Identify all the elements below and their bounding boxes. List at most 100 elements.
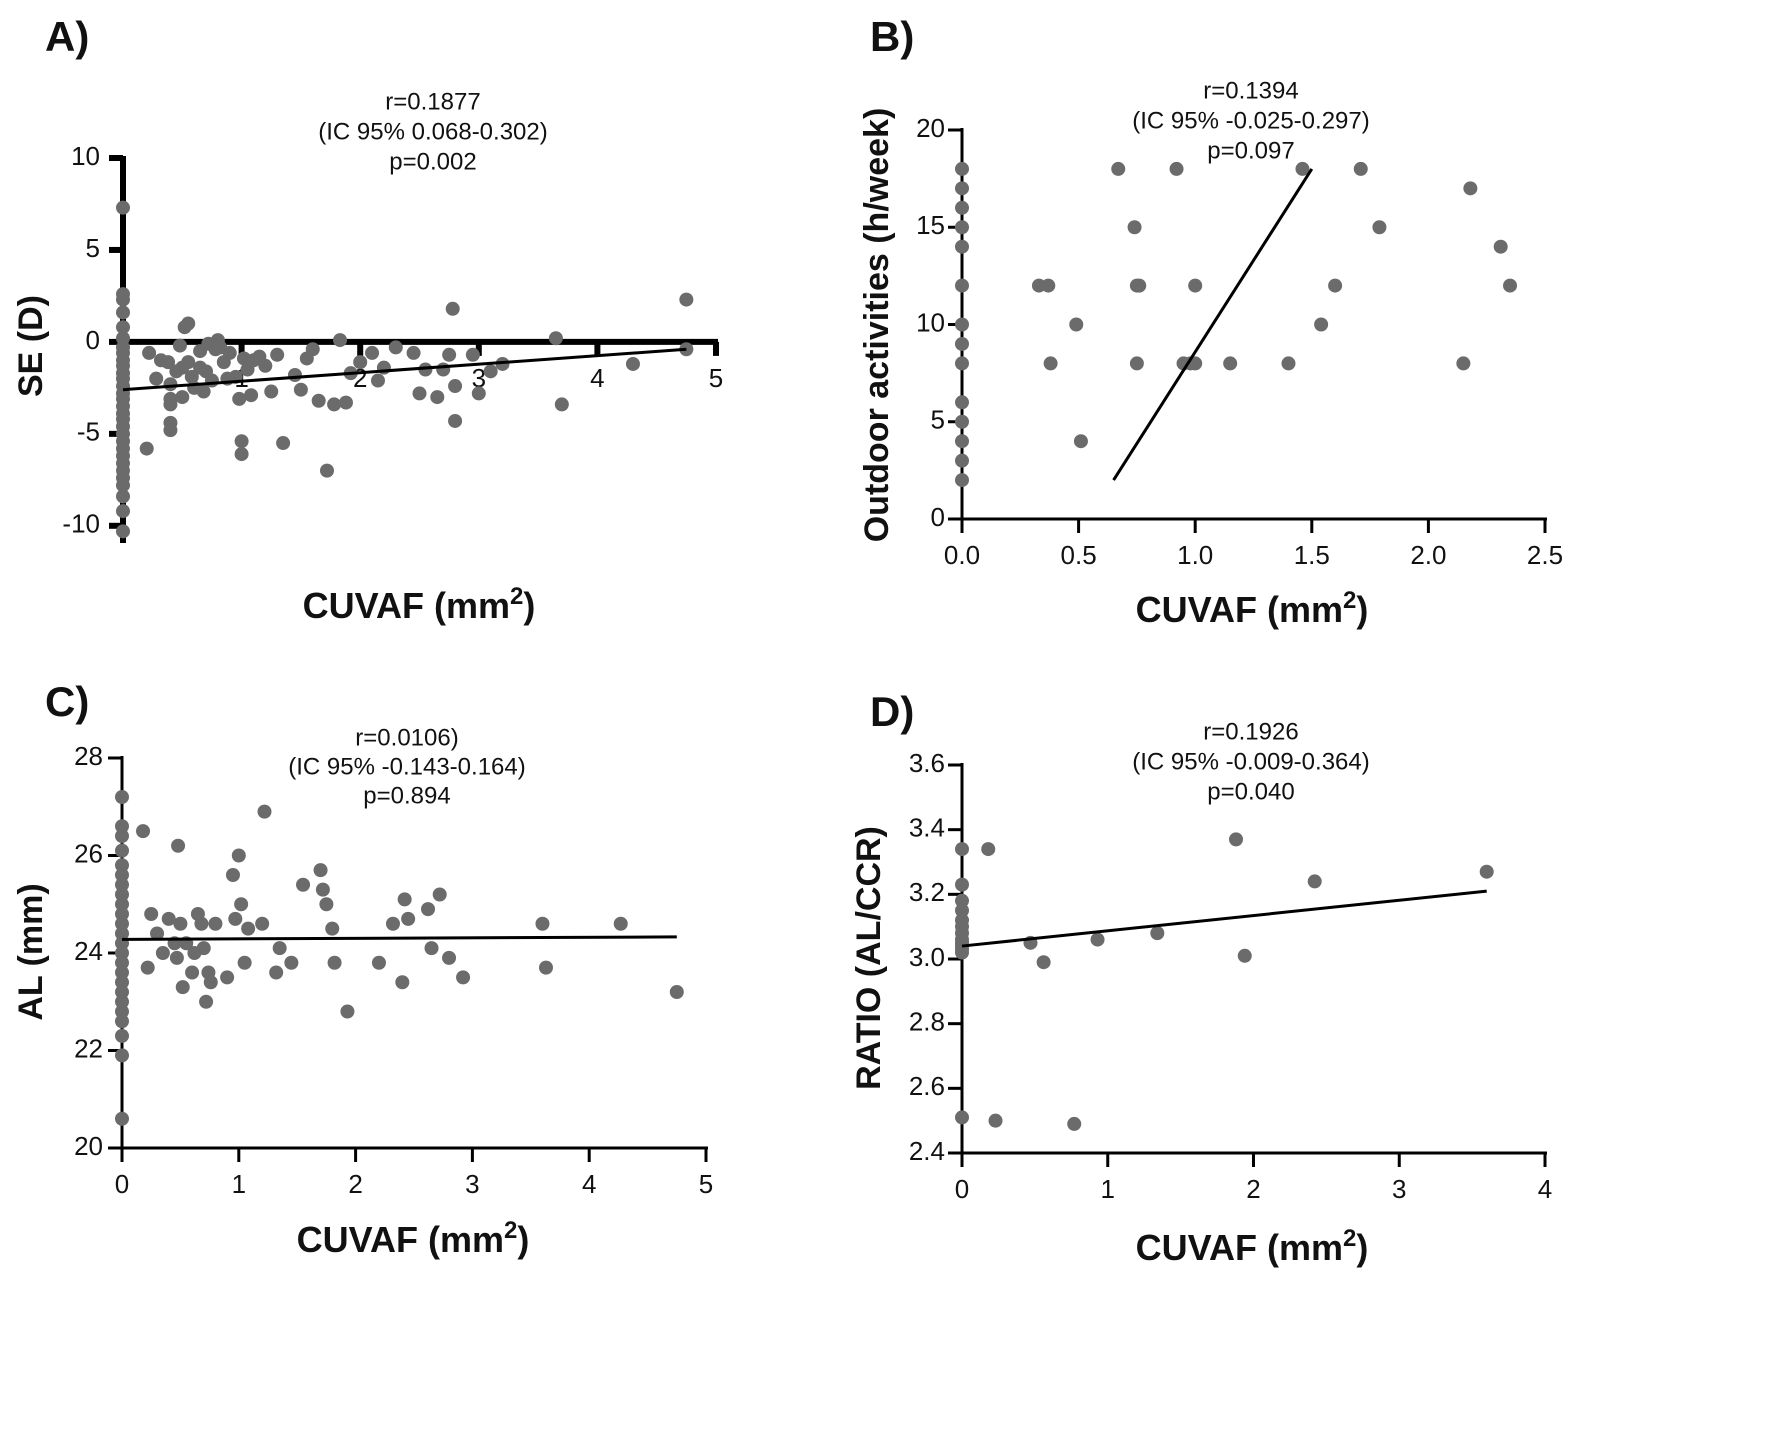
data-point: [327, 397, 342, 412]
data-point: [115, 1014, 129, 1029]
y-tick-label: 3.0: [909, 942, 945, 972]
data-point: [311, 393, 326, 408]
data-point: [284, 955, 299, 970]
data-point: [115, 907, 129, 921]
data-point: [196, 384, 211, 399]
data-point: [115, 985, 129, 999]
panel-b: B) r=0.1394 (IC 95% -0.025-0.297) p=0.097 0 5…: [858, 13, 1563, 630]
data-point: [442, 347, 457, 362]
data-point: [136, 824, 151, 839]
data-point: [115, 994, 129, 1009]
data-point: [421, 902, 436, 917]
data-point: [327, 955, 342, 970]
data-point: [315, 882, 330, 897]
data-point: [115, 965, 129, 980]
data-point: [1229, 832, 1244, 847]
data-point: [1111, 161, 1126, 176]
data-point: [115, 1111, 129, 1126]
y-tick-label: 24: [74, 936, 103, 966]
data-point: [955, 395, 969, 410]
data-point: [208, 916, 223, 931]
data-point: [115, 819, 129, 834]
data-point: [181, 316, 196, 331]
data-point: [1328, 278, 1343, 293]
stat-annotation-line: p=0.040: [1207, 778, 1294, 805]
data-point: [955, 161, 969, 176]
data-point: [370, 373, 385, 388]
y-tick-label: 0: [931, 502, 945, 532]
y-axis-label: SE (D): [12, 295, 50, 397]
data-point: [397, 892, 412, 907]
data-point: [669, 985, 684, 999]
data-point: [163, 377, 178, 392]
data-point: [173, 916, 188, 931]
data-point: [1041, 278, 1056, 293]
data-point: [116, 320, 130, 335]
data-point: [955, 414, 969, 429]
data-point: [548, 331, 563, 346]
data-point: [204, 373, 219, 388]
x-tick-label: 1.0: [1177, 540, 1213, 570]
x-axis-label-superscript: 2: [510, 583, 523, 610]
data-point: [115, 897, 129, 912]
data-point: [1129, 356, 1144, 371]
data-point: [115, 843, 129, 858]
data-point: [116, 489, 130, 504]
panel-label: C): [45, 678, 89, 725]
data-point: [257, 804, 272, 819]
panel-label: A): [45, 13, 89, 60]
data-point: [406, 345, 421, 360]
data-point: [319, 897, 334, 912]
x-tick-label: 0: [115, 1169, 129, 1199]
stat-annotation-line: (IC 95% 0.068-0.302): [318, 118, 547, 145]
data-point: [305, 342, 320, 357]
data-point: [196, 941, 211, 956]
x-tick-label: 0.0: [944, 540, 980, 570]
data-point: [1069, 317, 1084, 332]
data-point: [140, 960, 155, 975]
data-point: [955, 1110, 969, 1125]
stat-annotation-line: (IC 95% -0.143-0.164): [288, 753, 525, 780]
data-point: [1503, 278, 1518, 293]
data-point: [1223, 356, 1238, 371]
data-point: [234, 897, 249, 912]
data-point: [116, 478, 130, 493]
data-point: [115, 868, 129, 882]
y-tick-label: 20: [74, 1131, 103, 1161]
data-point: [955, 893, 969, 908]
x-tick-label: 5: [709, 363, 723, 393]
x-axis-label-superscript: 2: [1343, 587, 1356, 614]
data-point: [115, 1004, 129, 1019]
data-point: [115, 877, 129, 892]
data-point: [955, 239, 969, 254]
y-tick-label: 3.4: [909, 813, 945, 843]
stat-annotation-line: r=0.1877: [385, 88, 480, 115]
data-point: [142, 345, 157, 360]
x-tick-label: 3: [465, 1169, 479, 1199]
data-point: [955, 200, 969, 215]
x-tick-label: 1: [232, 1169, 246, 1199]
data-point: [185, 965, 200, 980]
data-point: [116, 305, 130, 320]
data-point: [293, 382, 308, 397]
x-axis-label: CUVAF (mm2): [297, 1217, 530, 1260]
panel-a: A) r=0.1877 (IC 95% 0.068-0.302) p=0.002 10 5…: [12, 13, 723, 626]
data-point: [981, 842, 996, 857]
data-point: [1295, 161, 1310, 176]
x-axis-label-end: ): [1356, 589, 1368, 630]
data-point: [231, 848, 246, 863]
x-axis-label-end: ): [523, 585, 535, 626]
data-point: [625, 356, 640, 371]
data-point: [181, 355, 196, 370]
data-point: [554, 397, 569, 412]
y-tick-label: 10: [71, 141, 100, 171]
data-point: [1169, 161, 1184, 176]
stat-annotation-line: r=0.0106): [355, 724, 458, 751]
data-point: [241, 921, 256, 936]
x-axis-label-end: ): [1356, 1227, 1368, 1268]
data-point: [955, 181, 969, 196]
x-axis-label: CUVAF (mm2): [1136, 587, 1369, 630]
x-axis-label-superscript: 2: [504, 1217, 517, 1244]
x-axis-label-end: ): [517, 1219, 529, 1260]
data-point: [115, 858, 129, 873]
